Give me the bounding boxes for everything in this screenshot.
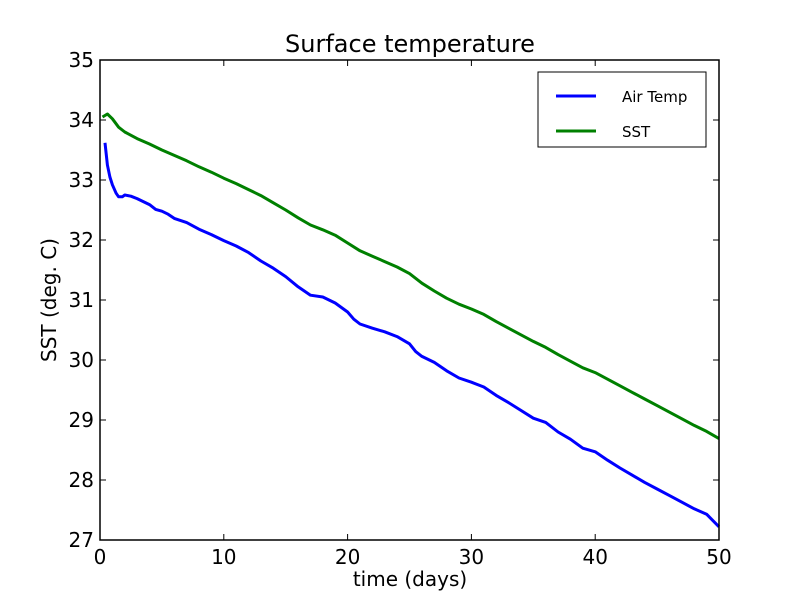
series-line-sst	[101, 112, 720, 440]
chart-title: Surface temperature	[285, 30, 535, 58]
tick-layer: 0 10 20 30 40 50 27 28 29 30 31 32 33 34 35	[69, 48, 732, 569]
y-tick-label: 33	[69, 168, 94, 192]
y-tick-label: 31	[69, 288, 94, 312]
x-tick-label: 40	[582, 545, 607, 569]
y-tick-label: 30	[69, 348, 94, 372]
series-line-air-temp	[103, 142, 721, 528]
x-tick-label: 20	[335, 545, 360, 569]
y-axis-label: SST (deg. C)	[37, 238, 61, 362]
y-tick-label: 32	[69, 228, 94, 252]
legend-label: SST	[622, 123, 651, 141]
legend-label: Air Temp	[622, 88, 687, 106]
x-tick-label: 30	[459, 545, 484, 569]
x-tick-label: 0	[94, 545, 107, 569]
y-tick-label: 29	[69, 408, 94, 432]
legend-box	[537, 71, 707, 148]
y-tick-label: 35	[69, 48, 94, 72]
y-tick-label: 34	[69, 108, 94, 132]
x-tick-label: 50	[706, 545, 731, 569]
series-layer	[101, 112, 721, 528]
y-tick-label: 28	[69, 468, 94, 492]
y-tick-label: 27	[69, 528, 94, 552]
legend: Air Temp SST	[537, 71, 707, 148]
x-tick-label: 10	[211, 545, 236, 569]
x-axis-label: time (days)	[353, 567, 467, 591]
